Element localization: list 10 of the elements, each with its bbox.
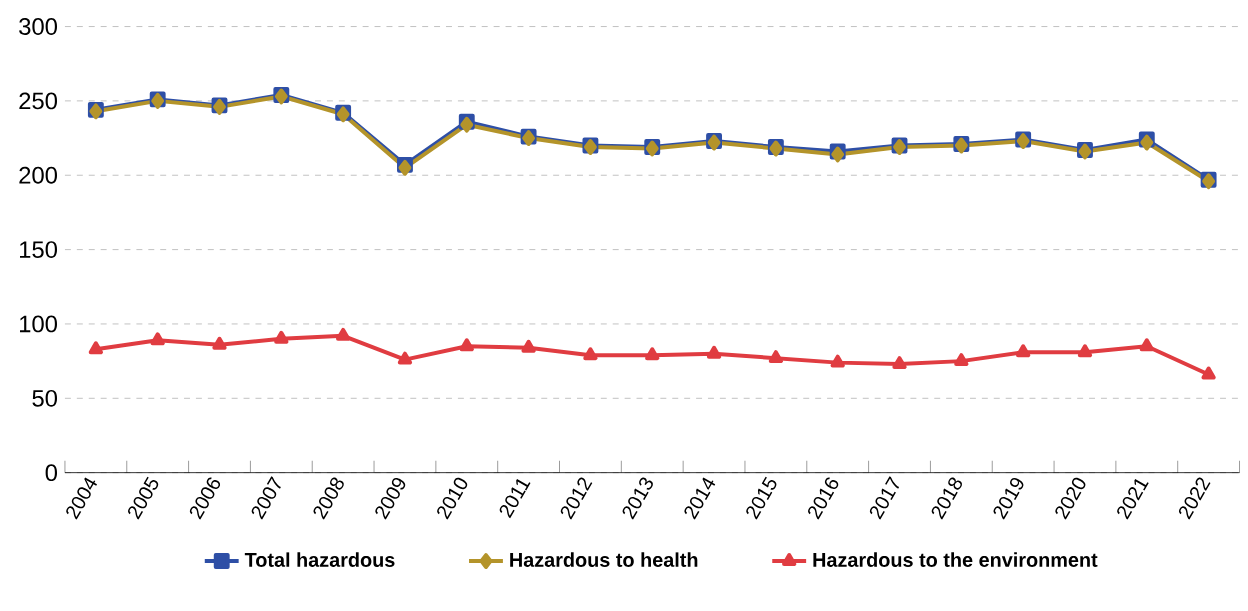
y-tick-label: 100 bbox=[20, 315, 58, 333]
y-tick-label: 0 bbox=[45, 464, 58, 482]
legend-label: Hazardous to the environment bbox=[813, 552, 1098, 567]
y-tick-label: 300 bbox=[19, 18, 58, 35]
y-tick-label: 50 bbox=[32, 389, 58, 407]
y-tick-label: 250 bbox=[19, 92, 58, 110]
legend-label: Total hazardous bbox=[244, 552, 395, 567]
legend-label: Hazardous to health bbox=[510, 552, 698, 567]
y-tick-label: 200 bbox=[19, 166, 58, 184]
y-tick-label: 150 bbox=[20, 241, 58, 259]
